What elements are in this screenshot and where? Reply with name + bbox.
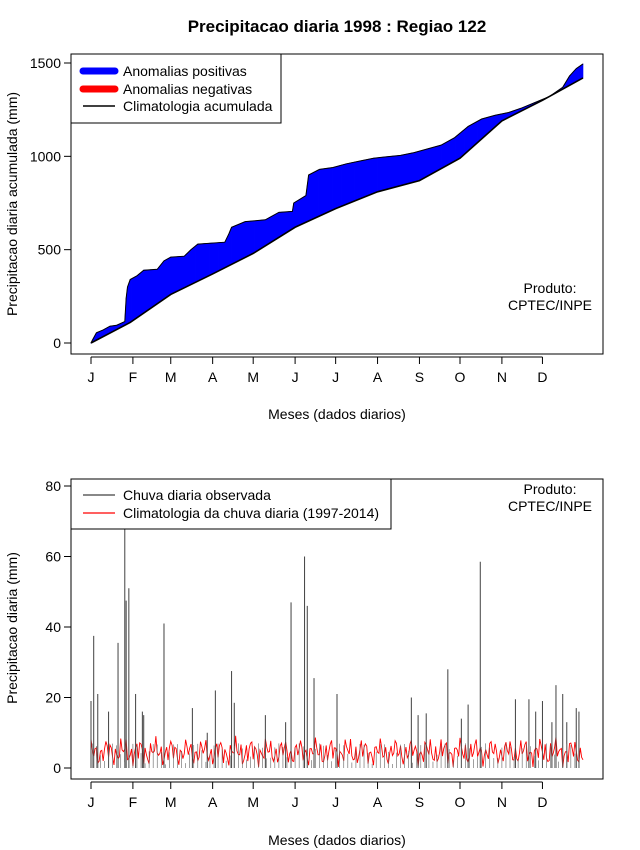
bottom-y-tick-label: 40 (45, 619, 61, 635)
top-product-org: CPTEC/INPE (508, 297, 592, 313)
bottom-x-tick-label: J (292, 794, 299, 810)
bottom-x-tick-label: D (537, 794, 547, 810)
bottom-x-tick-label: F (129, 794, 138, 810)
observed-cumulative-line (90, 63, 584, 344)
top-x-tick-label: A (208, 369, 218, 385)
bottom-legend-box (70, 478, 392, 530)
legend-label-observed: Chuva diaria observada (123, 487, 271, 503)
legend-label-positive: Anomalias positivas (123, 63, 247, 79)
top-x-tick-label: J (292, 369, 299, 385)
positive-anomaly-band (581, 63, 584, 80)
bottom-x-tick-label: O (455, 794, 466, 810)
top-x-tick-label: M (165, 369, 177, 385)
top-x-tick-label: F (129, 369, 138, 385)
bottom-y-tick-label: 60 (45, 549, 61, 565)
bottom-y-tick-label: 20 (45, 690, 61, 706)
bottom-x-tick-label: M (247, 794, 259, 810)
top-x-tick-label: J (332, 369, 339, 385)
bottom-legend: Chuva diaria observada Climatologia da c… (70, 478, 392, 530)
top-x-tick-label: S (415, 369, 424, 385)
top-x-tick-label: J (88, 369, 95, 385)
bottom-y-tick-label: 80 (45, 478, 61, 494)
top-legend: Anomalias positivas Anomalias negativas … (70, 53, 282, 124)
top-y-tick-label: 1500 (30, 55, 61, 71)
top-plot-area: J F M A M J J A S O N D 0 500 1000 1500 (30, 55, 584, 385)
top-x-tick-label: N (497, 369, 507, 385)
bottom-x-tick-label: N (497, 794, 507, 810)
top-x-tick-label: A (373, 369, 383, 385)
climatology-cumulative-line (90, 77, 584, 344)
bottom-x-tick-label: S (415, 794, 424, 810)
bottom-y-axis-label: Precipitacao diaria (mm) (4, 552, 20, 704)
bottom-x-tick-label: M (165, 794, 177, 810)
top-x-tick-label: M (247, 369, 259, 385)
top-x-tick-label: O (455, 369, 466, 385)
top-x-tick-label: D (537, 369, 547, 385)
top-plot-frame (70, 53, 604, 355)
bottom-x-tick-label: A (373, 794, 383, 810)
legend-label-negative: Anomalias negativas (123, 81, 252, 97)
top-y-tick-label: 0 (53, 335, 61, 351)
bottom-x-tick-label: A (208, 794, 218, 810)
bottom-product-org: CPTEC/INPE (508, 498, 592, 514)
bottom-y-tick-label: 0 (53, 760, 61, 776)
top-y-tick-label: 500 (38, 242, 62, 258)
bottom-product-label: Produto: (524, 481, 577, 497)
top-product-label: Produto: (524, 280, 577, 296)
top-y-axis-label: Precipitacao diaria acumulada (mm) (4, 92, 20, 316)
chart-title: Precipitacao diaria 1998 : Regiao 122 (188, 17, 487, 36)
top-x-axis-label: Meses (dados diarios) (268, 406, 406, 422)
top-y-tick-label: 1000 (30, 148, 61, 164)
legend-label-climatology: Climatologia acumulada (123, 98, 273, 114)
bottom-x-tick-label: J (332, 794, 339, 810)
bottom-x-axis-label: Meses (dados diarios) (268, 832, 406, 848)
legend-label-climatology-daily: Climatologia da chuva diaria (1997-2014) (123, 505, 379, 521)
bottom-x-tick-label: J (88, 794, 95, 810)
